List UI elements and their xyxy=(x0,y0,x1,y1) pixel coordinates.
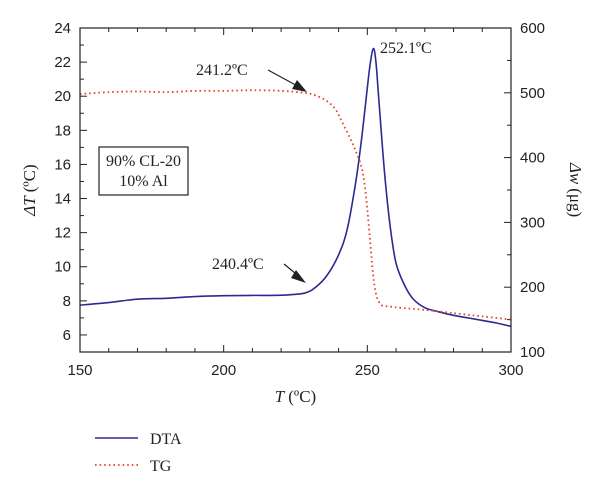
legend-tg-label: TG xyxy=(150,458,172,475)
y-right-tick-label: 100 xyxy=(520,344,545,361)
sample-composition-box: 90% CL-20 10% Al xyxy=(98,146,189,196)
y-right-tick-label: 200 xyxy=(520,279,545,296)
x-tick-label: 200 xyxy=(211,362,236,379)
dta-onset-arrowhead xyxy=(291,270,306,283)
sample-line-1: 90% CL-20 xyxy=(106,153,181,170)
sample-box-frame xyxy=(98,146,189,196)
x-tick-label: 300 xyxy=(498,362,523,379)
y-left-tick-label: 18 xyxy=(54,122,71,139)
x-axis-title: T (ºC) xyxy=(275,387,316,406)
x-tick-label: 250 xyxy=(355,362,380,379)
y-left-tick-label: 6 xyxy=(63,327,71,344)
sample-line-2: 10% Al xyxy=(119,173,168,190)
y-right-axis-title: Δw (μg) xyxy=(566,162,585,217)
y-right-tick-label: 500 xyxy=(520,85,545,102)
dta-peak-label: 252.1ºC xyxy=(380,40,432,57)
tg-onset-arrowhead xyxy=(292,80,307,92)
x-axis-symbol: T xyxy=(275,387,286,406)
y-right-tick-label: 400 xyxy=(520,150,545,167)
annotations: 252.1ºC 241.2ºC 240.4ºC xyxy=(196,40,432,283)
y-left-tick-label: 20 xyxy=(54,88,71,105)
y-right-tick-label: 300 xyxy=(520,214,545,231)
series-line-tg xyxy=(79,89,512,321)
tg-onset-label: 241.2ºC xyxy=(196,62,248,79)
x-tick-label: 150 xyxy=(67,362,92,379)
y-left-tick-label: 10 xyxy=(54,259,71,276)
y-left-tick-label: 22 xyxy=(54,54,71,71)
y-left-tick-label: 16 xyxy=(54,156,71,173)
y-left-axis-symbol: ΔT xyxy=(20,195,39,217)
y-left-axis-title: ΔT (ºC) xyxy=(20,164,39,216)
y-left-tick-label: 12 xyxy=(54,225,71,242)
y-left-tick-label: 14 xyxy=(54,191,71,208)
x-axis-unit: (ºC) xyxy=(288,387,316,406)
legend-dta-label: DTA xyxy=(150,431,182,448)
plot-frame xyxy=(79,27,512,353)
y-left-tick-label: 8 xyxy=(63,293,71,310)
legend: DTA TG xyxy=(95,431,182,475)
y-right-axis-symbol: Δw xyxy=(566,162,585,185)
y-right-tick-label: 600 xyxy=(520,20,545,37)
dta-onset-label: 240.4ºC xyxy=(212,256,264,273)
y-right-axis-unit: (μg) xyxy=(566,188,585,217)
y-left-tick-label: 24 xyxy=(54,20,71,37)
y-left-axis-unit: (ºC) xyxy=(20,164,39,192)
